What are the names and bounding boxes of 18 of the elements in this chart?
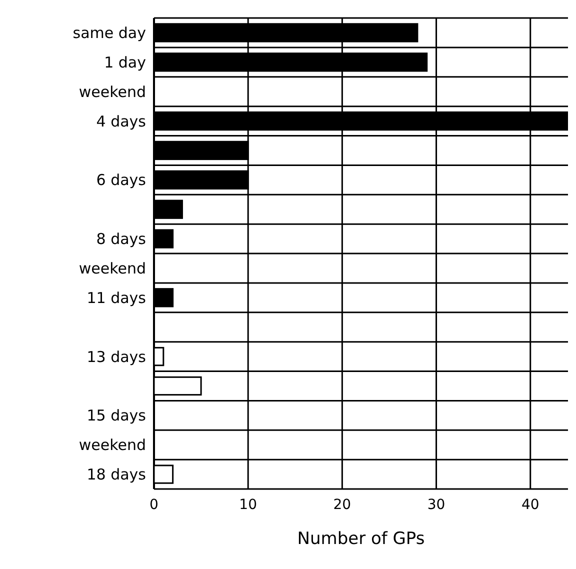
y-tick-label: 8 days — [96, 230, 146, 248]
x-tick-label: 30 — [427, 497, 446, 513]
y-tick-label: 1 day — [104, 53, 146, 72]
x-tick-label: 0 — [150, 497, 158, 513]
y-tick-label: weekend — [78, 259, 146, 278]
x-tick-label: 10 — [239, 497, 258, 513]
y-tick-label: weekend — [78, 82, 146, 101]
y-tick-label: 4 days — [96, 112, 146, 130]
y-tick-label: 11 days — [86, 288, 146, 307]
y-tick-label: 6 days — [96, 171, 146, 190]
x-tick-label: 40 — [521, 497, 540, 513]
y-tick-label: weekend — [78, 436, 146, 454]
x-axis-title: Number of GPs — [297, 529, 425, 549]
y-tick-label: 13 days — [86, 348, 146, 366]
y-tick-label: same day — [72, 24, 146, 42]
y-tick-label: 15 days — [86, 406, 146, 425]
x-tick-label: 20 — [333, 497, 352, 513]
y-tick-label: 18 days — [86, 466, 146, 484]
